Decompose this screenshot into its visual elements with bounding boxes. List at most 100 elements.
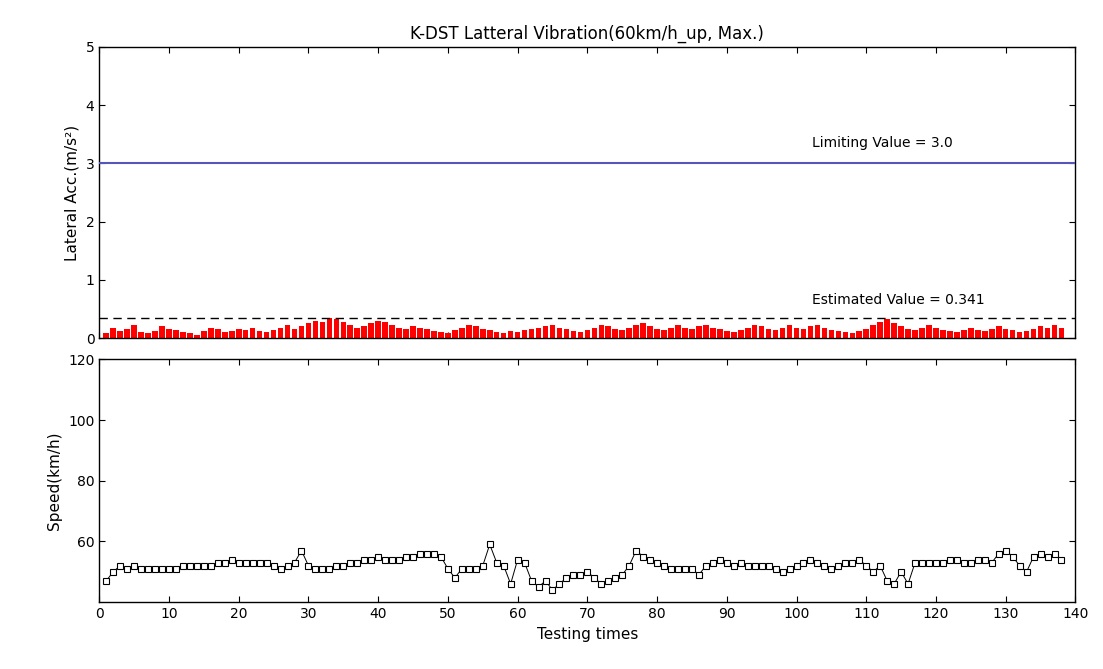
Bar [675,325,681,338]
Bar [585,330,590,338]
Bar [759,326,764,338]
Bar [543,326,548,338]
Bar [285,325,290,338]
Bar [982,331,987,338]
Bar [633,325,639,338]
Bar [591,328,597,338]
Bar [152,331,158,338]
Bar [807,326,813,338]
Bar [786,325,792,338]
Bar [870,325,876,338]
Bar [703,325,708,338]
Bar [375,320,381,338]
Bar [975,330,981,338]
Bar [780,328,785,338]
Bar [467,325,472,338]
Bar [257,331,263,338]
Bar [570,331,576,338]
Bar [927,325,932,338]
Bar [773,330,779,338]
Bar [291,328,298,338]
Bar [1052,325,1058,338]
Y-axis label: Lateral Acc.(m/s²): Lateral Acc.(m/s²) [65,124,81,260]
Bar [159,326,164,338]
Bar [1045,328,1050,338]
Bar [738,330,743,338]
Bar [578,332,583,338]
Bar [564,329,569,338]
Bar [724,331,729,338]
Bar [822,328,827,338]
Bar [180,332,185,338]
Bar [243,330,248,338]
Bar [794,328,800,338]
Bar [515,332,521,338]
Bar [138,332,143,338]
Bar [194,335,200,338]
Bar [167,328,172,338]
Bar [333,319,339,338]
Bar [961,330,966,338]
Title: K-DST Latteral Vibration(60km/h_up, Max.): K-DST Latteral Vibration(60km/h_up, Max.… [410,25,764,43]
Bar [396,328,401,338]
Bar [404,328,409,338]
Bar [312,320,318,338]
Bar [438,332,443,338]
Bar [146,333,151,338]
Bar [857,331,863,338]
Bar [173,330,179,338]
Bar [668,328,674,338]
Bar [229,331,235,338]
Bar [1003,328,1008,338]
Bar [201,331,206,338]
Bar [731,332,737,338]
Bar [843,332,848,338]
Bar [606,326,611,338]
Bar [501,333,506,338]
Bar [278,328,283,338]
Bar [368,324,374,338]
Bar [745,328,750,338]
Bar [933,328,939,338]
Bar [326,318,332,338]
Bar [494,332,500,338]
Bar [215,329,221,338]
Bar [647,326,653,338]
Bar [362,326,367,338]
Bar [188,333,193,338]
Bar [410,326,416,338]
Bar [557,328,563,338]
Bar [599,325,604,338]
Bar [891,323,897,338]
Bar [815,325,821,338]
Bar [347,325,353,338]
Bar [836,331,842,338]
Bar [954,332,960,338]
Bar [940,330,945,338]
Bar [828,330,834,338]
Bar [528,328,534,338]
Bar [452,330,458,338]
Bar [264,332,269,338]
Bar [689,328,695,338]
Bar [662,330,667,338]
Bar [682,328,688,338]
Bar [536,328,542,338]
Bar [522,330,527,338]
X-axis label: Testing times: Testing times [537,626,638,642]
Bar [898,326,903,338]
Bar [131,325,137,338]
Bar [549,325,555,338]
Bar [110,328,116,338]
Bar [236,328,242,338]
Bar [1031,328,1037,338]
Bar [877,322,884,338]
Bar [473,326,479,338]
Bar [765,328,771,338]
Bar [271,330,277,338]
Bar [1059,328,1064,338]
Bar [752,325,758,338]
Bar [507,331,513,338]
Bar [383,322,388,338]
Bar [480,328,485,338]
